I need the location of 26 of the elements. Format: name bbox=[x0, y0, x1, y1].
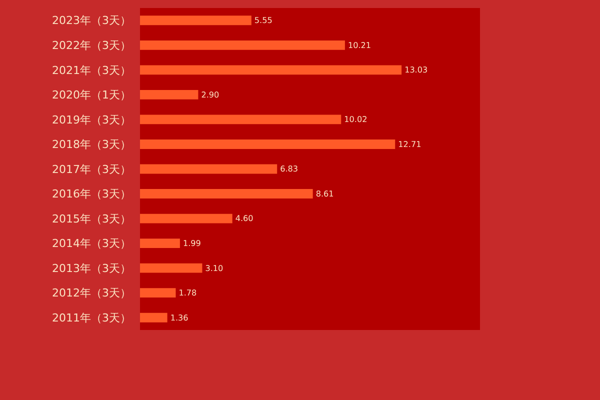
bar bbox=[140, 90, 198, 100]
bar bbox=[140, 140, 396, 149]
bar bbox=[140, 288, 176, 298]
y-tick-label: 2012年（3天） bbox=[52, 286, 131, 300]
y-tick-label: 2018年（3天） bbox=[52, 138, 131, 152]
bar bbox=[140, 65, 402, 75]
bar bbox=[140, 164, 278, 174]
bar bbox=[140, 263, 202, 273]
y-tick-label: 2017年（3天） bbox=[52, 162, 131, 176]
y-tick-label: 2011年（3天） bbox=[52, 311, 131, 324]
y-tick-label: 2014年（3天） bbox=[52, 237, 131, 250]
y-tick-label: 2023年（3天） bbox=[52, 14, 131, 28]
bar bbox=[140, 189, 313, 198]
y-tick-label: 2022年（3天） bbox=[52, 39, 131, 52]
bar bbox=[140, 40, 345, 50]
bar bbox=[140, 114, 342, 124]
y-tick-label: 2013年（3天） bbox=[52, 262, 131, 275]
y-tick-label: 2015年（3天） bbox=[52, 212, 131, 226]
bar bbox=[140, 16, 252, 26]
y-tick-label: 2020年（1天） bbox=[52, 88, 131, 102]
bar bbox=[140, 238, 180, 248]
bar bbox=[140, 312, 168, 322]
y-tick-label: 2019年（3天） bbox=[52, 113, 131, 126]
y-tick-label: 2016年（3天） bbox=[52, 188, 131, 201]
y-tick-label: 2021年（3天） bbox=[52, 64, 131, 77]
bar bbox=[140, 214, 232, 224]
